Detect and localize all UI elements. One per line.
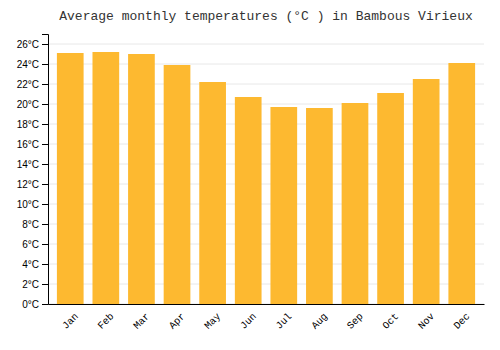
x-axis: Jan Feb Mar Apr May Jun Jul Aug Sep Oct Nov Dec bbox=[49, 305, 485, 332]
tick-label: 20°C bbox=[17, 99, 39, 110]
tick-mark bbox=[42, 204, 48, 205]
tick-label: Oct bbox=[381, 311, 402, 332]
grid bbox=[48, 44, 484, 304]
tick: 20°C bbox=[17, 99, 48, 110]
tick: 26°C bbox=[17, 39, 48, 50]
bar bbox=[413, 79, 440, 304]
tick-label: Jan bbox=[60, 311, 81, 332]
bar bbox=[128, 54, 155, 304]
tick: 18°C bbox=[17, 119, 48, 130]
tick-mark bbox=[42, 64, 48, 65]
bar bbox=[342, 103, 369, 304]
bar bbox=[164, 65, 191, 304]
tick: Jun bbox=[238, 311, 259, 332]
tick-label: Dec bbox=[452, 311, 473, 332]
bar bbox=[448, 63, 475, 304]
axis-line bbox=[49, 304, 485, 305]
tick-label: 14°C bbox=[17, 159, 39, 170]
grid-line bbox=[48, 44, 484, 45]
tick: 4°C bbox=[22, 259, 48, 270]
plot: 0°C 2°C 4°C 6°C 8°C 10°C 12°C 14°C 16°C 18°C 20°C 2… bbox=[17, 35, 485, 332]
bar bbox=[270, 107, 297, 304]
tick-mark bbox=[42, 84, 48, 85]
y-axis: 0°C 2°C 4°C 6°C 8°C 10°C 12°C 14°C 16°C 18°C 20°C 2… bbox=[17, 35, 49, 310]
tick: 12°C bbox=[17, 179, 48, 190]
tick-label: 18°C bbox=[17, 119, 39, 130]
tick-label: 26°C bbox=[17, 39, 39, 50]
tick-label: Aug bbox=[309, 311, 330, 332]
tick-mark bbox=[42, 164, 48, 165]
tick: 10°C bbox=[17, 199, 48, 210]
tick-mark bbox=[42, 264, 48, 265]
tick-label: 12°C bbox=[17, 179, 39, 190]
tick-label: Jul bbox=[274, 311, 295, 332]
tick-mark bbox=[42, 144, 48, 145]
tick: Feb bbox=[96, 311, 117, 332]
tick-mark bbox=[42, 304, 48, 305]
tick: 0°C bbox=[22, 299, 48, 310]
tick-label: 2°C bbox=[22, 279, 39, 290]
tick: Oct bbox=[381, 311, 402, 332]
bar bbox=[306, 108, 333, 304]
tick-mark bbox=[42, 184, 48, 185]
tick-label: Jun bbox=[238, 311, 259, 332]
axis-line bbox=[42, 35, 49, 305]
bar bbox=[235, 97, 262, 304]
tick: Apr bbox=[167, 311, 188, 332]
tick-label: 6°C bbox=[22, 239, 39, 250]
tick: 2°C bbox=[22, 279, 48, 290]
tick-label: Apr bbox=[167, 311, 188, 332]
tick-label: 24°C bbox=[17, 59, 39, 70]
tick: 6°C bbox=[22, 239, 48, 250]
tick: Jan bbox=[60, 311, 81, 332]
tick: 24°C bbox=[17, 59, 48, 70]
tick-label: 10°C bbox=[17, 199, 39, 210]
tick-label: 4°C bbox=[22, 259, 39, 270]
tick-mark bbox=[42, 104, 48, 105]
tick: Mar bbox=[132, 311, 153, 332]
title: Average monthly temperatures (°C ) in Ba… bbox=[59, 9, 473, 24]
tick-mark bbox=[42, 124, 48, 125]
bar bbox=[199, 82, 226, 304]
bar bbox=[92, 52, 119, 304]
tick-label: 0°C bbox=[22, 299, 39, 310]
tick-mark bbox=[42, 224, 48, 225]
tick: 14°C bbox=[17, 159, 48, 170]
bars bbox=[57, 52, 475, 304]
tick: Dec bbox=[452, 311, 473, 332]
tick: 16°C bbox=[17, 139, 48, 150]
tick-label: Sep bbox=[345, 311, 366, 332]
tick-label: 22°C bbox=[17, 79, 39, 90]
tick: 22°C bbox=[17, 79, 48, 90]
tick-mark bbox=[42, 284, 48, 285]
tick-label: Feb bbox=[96, 311, 117, 332]
tick-label: 8°C bbox=[22, 219, 39, 230]
tick: Nov bbox=[416, 311, 437, 332]
tick-label: 16°C bbox=[17, 139, 39, 150]
tick: Jul bbox=[274, 311, 295, 332]
tick: 8°C bbox=[22, 219, 48, 230]
tick: Aug bbox=[309, 311, 330, 332]
bar bbox=[377, 93, 404, 304]
bar bbox=[57, 53, 84, 304]
tick-mark bbox=[42, 44, 48, 45]
tick: May bbox=[203, 311, 224, 332]
chart: 0°C 2°C 4°C 6°C 8°C 10°C 12°C 14°C 16°C 18°C 20°C 2… bbox=[0, 0, 500, 350]
tick-mark bbox=[42, 244, 48, 245]
tick-label: May bbox=[203, 311, 224, 332]
tick-label: Nov bbox=[416, 311, 437, 332]
tick-label: Mar bbox=[132, 311, 153, 332]
tick: Sep bbox=[345, 311, 366, 332]
